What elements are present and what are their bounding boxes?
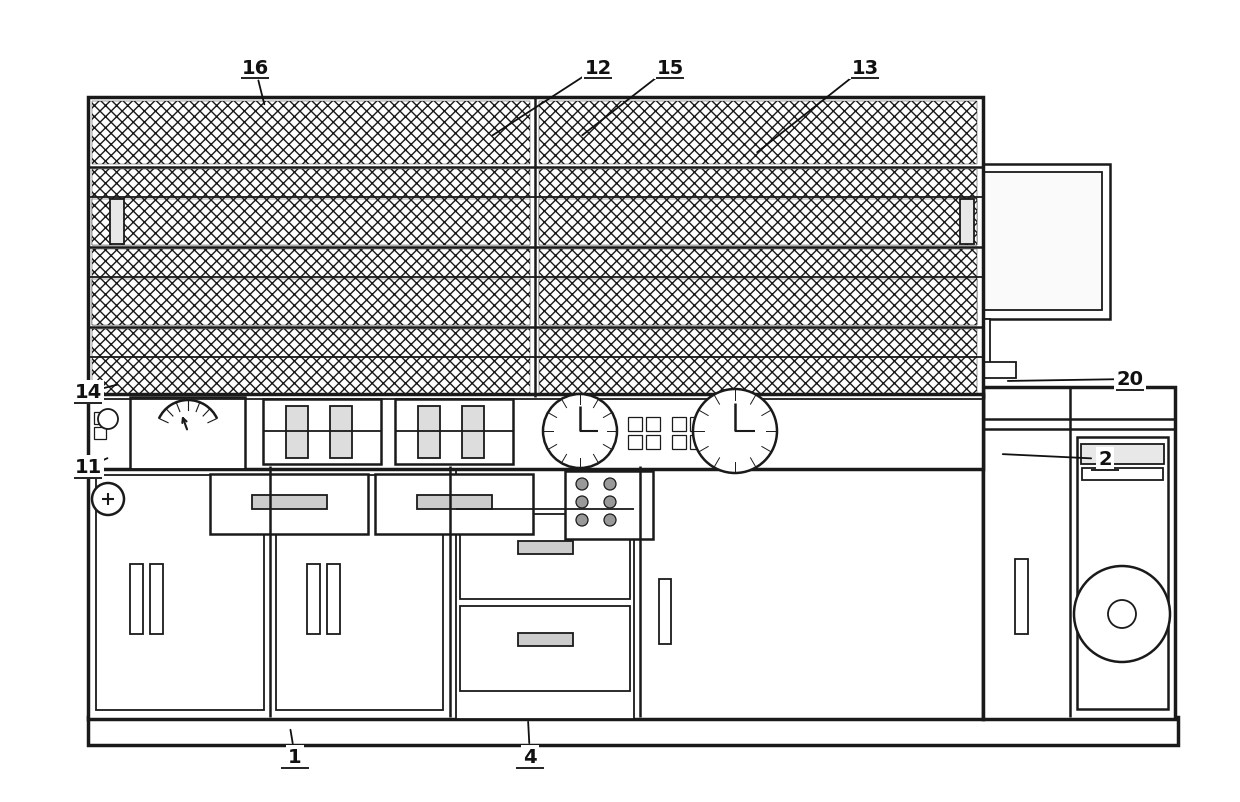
Circle shape bbox=[1109, 600, 1136, 628]
Bar bbox=[92, 200, 529, 245]
Bar bbox=[1016, 559, 1028, 634]
Bar bbox=[689, 435, 704, 449]
Bar bbox=[417, 496, 492, 509]
Bar bbox=[95, 476, 264, 710]
Bar bbox=[463, 407, 484, 459]
Text: 1: 1 bbox=[288, 747, 301, 767]
Bar bbox=[646, 435, 660, 449]
Bar bbox=[130, 565, 143, 634]
Bar bbox=[1081, 444, 1164, 464]
Bar bbox=[1083, 468, 1163, 480]
Bar bbox=[92, 102, 529, 164]
Circle shape bbox=[1074, 566, 1171, 662]
Circle shape bbox=[604, 514, 616, 526]
Bar bbox=[277, 476, 443, 710]
Bar bbox=[672, 435, 686, 449]
Bar bbox=[263, 399, 381, 464]
Bar bbox=[88, 717, 1178, 745]
Bar bbox=[396, 399, 513, 464]
Text: 12: 12 bbox=[584, 59, 611, 78]
Bar bbox=[374, 475, 533, 534]
Text: 16: 16 bbox=[242, 59, 269, 78]
Bar bbox=[539, 330, 977, 395]
Circle shape bbox=[577, 479, 588, 490]
Bar bbox=[252, 496, 327, 509]
Text: 2: 2 bbox=[1099, 450, 1112, 469]
Bar bbox=[94, 427, 105, 439]
Bar bbox=[689, 418, 704, 431]
Bar bbox=[418, 407, 440, 459]
Bar bbox=[646, 418, 660, 431]
Bar bbox=[658, 579, 671, 644]
Bar bbox=[672, 418, 686, 431]
Bar bbox=[110, 200, 124, 245]
Bar bbox=[627, 418, 642, 431]
Bar bbox=[460, 514, 630, 599]
Bar bbox=[460, 606, 630, 691]
Bar bbox=[870, 164, 1110, 320]
Bar bbox=[518, 634, 573, 646]
Bar bbox=[983, 387, 1176, 719]
Circle shape bbox=[604, 496, 616, 508]
Bar bbox=[286, 407, 308, 459]
Bar bbox=[130, 398, 246, 469]
Bar bbox=[518, 541, 573, 554]
Bar bbox=[565, 472, 653, 539]
Bar bbox=[330, 407, 352, 459]
Bar bbox=[973, 320, 990, 365]
Bar bbox=[88, 98, 983, 398]
Text: 11: 11 bbox=[74, 458, 102, 477]
Bar bbox=[949, 363, 1016, 379]
Text: 15: 15 bbox=[656, 59, 683, 78]
Bar bbox=[88, 395, 983, 469]
Circle shape bbox=[98, 410, 118, 429]
Bar bbox=[878, 172, 1102, 310]
Bar bbox=[308, 565, 320, 634]
Bar bbox=[150, 565, 162, 634]
Circle shape bbox=[92, 484, 124, 516]
Circle shape bbox=[543, 395, 618, 468]
Bar bbox=[92, 170, 529, 245]
Bar bbox=[92, 280, 529, 326]
Bar bbox=[539, 102, 977, 164]
Bar bbox=[539, 280, 977, 326]
Bar bbox=[210, 475, 368, 534]
Circle shape bbox=[693, 390, 777, 473]
Bar bbox=[88, 467, 983, 719]
Bar bbox=[539, 200, 977, 245]
Bar bbox=[539, 249, 977, 326]
Text: 14: 14 bbox=[74, 383, 102, 402]
Bar bbox=[327, 565, 340, 634]
Bar bbox=[627, 435, 642, 449]
Circle shape bbox=[577, 496, 588, 508]
Circle shape bbox=[577, 514, 588, 526]
Bar bbox=[1078, 437, 1168, 709]
Text: 20: 20 bbox=[1116, 370, 1143, 389]
Text: 4: 4 bbox=[523, 747, 537, 767]
Bar bbox=[960, 200, 973, 245]
Bar bbox=[456, 467, 634, 719]
Text: 13: 13 bbox=[852, 59, 879, 78]
Bar bbox=[94, 412, 105, 424]
Circle shape bbox=[604, 479, 616, 490]
Bar bbox=[92, 249, 529, 326]
Bar bbox=[92, 330, 529, 395]
Bar bbox=[539, 170, 977, 245]
